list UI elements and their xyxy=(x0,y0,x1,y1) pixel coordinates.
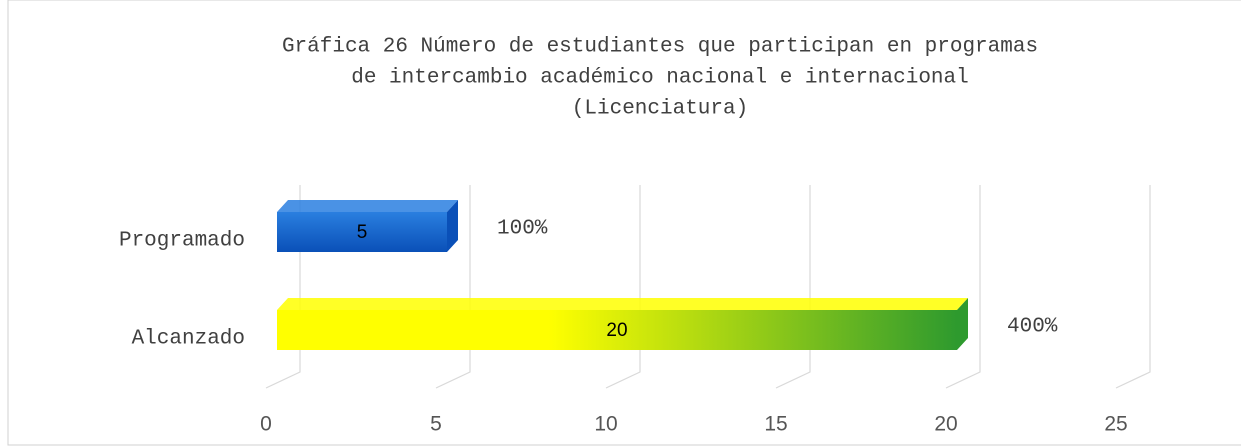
x-tick-label: 15 xyxy=(764,413,787,436)
grid-line xyxy=(605,185,641,389)
x-tick-label: 5 xyxy=(430,413,442,436)
x-tick-label: 10 xyxy=(594,413,617,436)
bar xyxy=(277,310,957,350)
data-label: 20 xyxy=(606,320,627,341)
bar-side xyxy=(957,298,968,350)
x-tick-label: 25 xyxy=(1104,413,1127,436)
percent-label: 400% xyxy=(1007,316,1058,339)
bar-side xyxy=(447,200,458,252)
percent-label: 100% xyxy=(497,218,548,241)
chart-title: (Licenciatura) xyxy=(572,98,748,121)
x-tick-label: 20 xyxy=(934,413,957,436)
bar-top xyxy=(277,200,458,212)
y-tick-label: Alcanzado xyxy=(132,328,245,351)
bar-top xyxy=(277,298,968,310)
grid-line xyxy=(945,185,981,389)
bar xyxy=(277,212,447,252)
chart-title: Gráfica 26 Número de estudiantes que par… xyxy=(282,36,1038,59)
grid-line xyxy=(1115,185,1151,389)
grid-line xyxy=(775,185,811,389)
grid-line xyxy=(435,185,471,389)
data-label: 5 xyxy=(357,222,368,243)
frame xyxy=(7,0,1241,446)
chart-title: de intercambio académico nacional e inte… xyxy=(351,67,969,90)
y-tick-label: Programado xyxy=(119,230,245,253)
x-tick-label: 0 xyxy=(260,413,272,436)
